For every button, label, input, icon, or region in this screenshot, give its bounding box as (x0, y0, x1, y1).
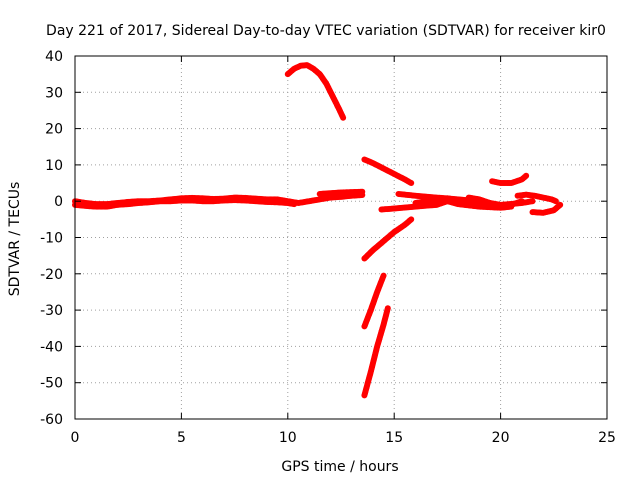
y-tick-label: -60 (40, 412, 63, 428)
x-tick-label: 20 (492, 430, 510, 446)
data-point (523, 172, 530, 179)
data-point (529, 198, 536, 205)
x-tick-label: 25 (598, 430, 616, 446)
data-point (518, 198, 525, 205)
data-point (408, 180, 415, 187)
y-tick-label: -10 (40, 231, 63, 247)
x-axis-title: GPS time / hours (281, 459, 398, 475)
y-axis-title: SDTVAR / TECUs (7, 182, 23, 297)
data-points (72, 62, 564, 399)
y-tick-label: -40 (40, 339, 63, 355)
data-point (384, 305, 391, 312)
y-tick-label: 30 (45, 85, 63, 101)
y-tick-label: 0 (54, 194, 63, 210)
chart-title: Day 221 of 2017, Sidereal Day-to-day VTE… (46, 23, 606, 39)
data-point (359, 188, 366, 195)
x-tick-label: 15 (385, 430, 403, 446)
y-tick-label: 20 (45, 122, 63, 138)
axis-ticks: 0 5 10 15 20 25 -60 -50 -40 -30 -20 -10 0 10 20 30 40 (40, 49, 616, 446)
y-tick-label: 10 (45, 158, 63, 174)
y-tick-label: 40 (45, 49, 63, 65)
x-tick-label: 0 (71, 430, 80, 446)
data-point (408, 216, 415, 223)
data-point (380, 272, 387, 279)
data-point (291, 201, 298, 208)
y-tick-label: -20 (40, 267, 63, 283)
data-point (552, 198, 559, 205)
data-point (340, 114, 347, 121)
y-tick-label: -50 (40, 376, 63, 392)
x-tick-label: 5 (177, 430, 186, 446)
x-tick-label: 10 (279, 430, 297, 446)
data-point (455, 197, 462, 204)
y-tick-label: -30 (40, 303, 63, 319)
data-point (557, 201, 564, 208)
